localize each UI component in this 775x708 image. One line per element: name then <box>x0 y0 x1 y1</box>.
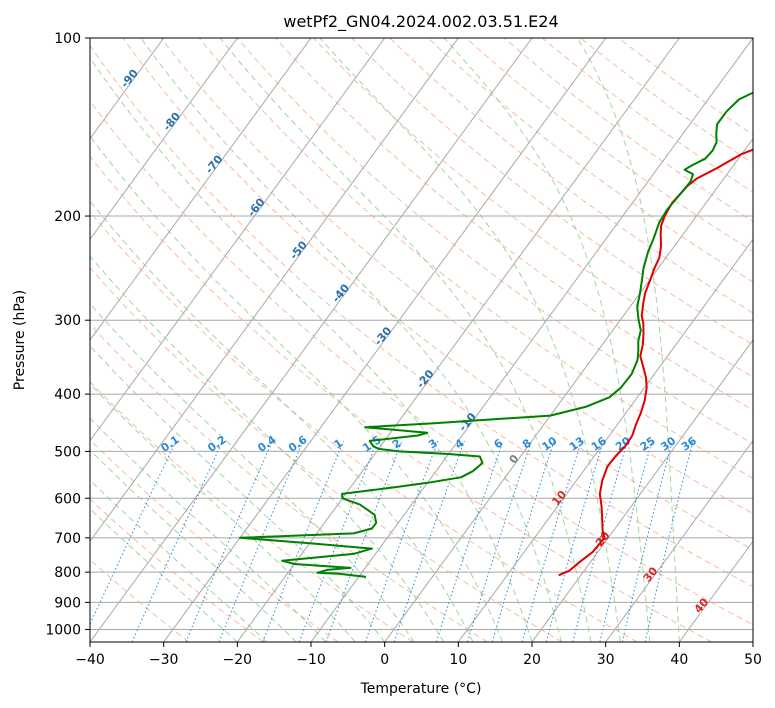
moist-adiabat-line <box>90 417 327 642</box>
dry-adiabat-line <box>465 38 753 253</box>
mixing-ratio-line <box>621 440 673 642</box>
dry-adiabat-line <box>427 38 753 283</box>
dry-adiabat-line <box>90 267 563 642</box>
mixing-ratio-line <box>572 440 628 642</box>
y-axis-label: Pressure (hPa) <box>12 290 28 390</box>
dry-adiabat-line <box>90 323 488 642</box>
dry-adiabat-line <box>90 155 712 642</box>
y-tick-label: 600 <box>54 491 81 507</box>
isotherm-line <box>90 38 533 642</box>
y-tick-label: 500 <box>54 444 81 460</box>
isotherm-line <box>90 38 312 341</box>
isotherm-line <box>90 38 459 543</box>
mixing-ratio-line <box>325 440 403 642</box>
y-tick-label: 700 <box>54 531 81 547</box>
moist-adiabat-line <box>90 383 356 642</box>
x-axis-label: Temperature (°C) <box>360 681 482 697</box>
mixing-ratio-line <box>644 440 694 642</box>
dry-adiabat-line <box>90 44 753 588</box>
isotherm-line <box>236 38 680 642</box>
dry-adiabat-line <box>90 498 264 642</box>
moist-adiabat-line <box>140 38 562 642</box>
moist-adiabat-line <box>90 449 297 642</box>
y-tick-label: 800 <box>54 565 81 581</box>
mixing-ratio-line <box>545 440 604 642</box>
mixing-ratio-line <box>435 440 504 642</box>
dry-adiabat-line <box>503 38 753 223</box>
y-tick-label: 400 <box>54 387 81 403</box>
mixing-ratio-line <box>131 440 224 642</box>
mixing-ratio-line <box>521 440 582 642</box>
chart-title: wetPf2_GN04.2024.002.03.51.E24 <box>283 12 558 32</box>
moist-adiabat-line <box>443 38 651 642</box>
y-tick-label: 300 <box>54 313 81 329</box>
isotherm-line <box>531 339 753 642</box>
x-tick-label: 30 <box>597 652 615 668</box>
moist-adiabat-line <box>319 38 621 642</box>
temperature-profile-line <box>558 148 753 577</box>
moist-adiabat-line <box>90 303 415 642</box>
y-axis: 100 200 300 400 500 600 700 800 900 1000 <box>45 31 90 638</box>
moist-adiabat-line <box>90 135 503 642</box>
dry-adiabats <box>90 38 753 642</box>
mixing-ratio-line <box>467 440 532 642</box>
isotherm-line <box>605 439 753 642</box>
y-tick-label: 900 <box>54 595 81 611</box>
x-axis: −40 −30 −20 −10 0 10 20 30 40 50 <box>75 642 762 668</box>
plot-area: -100-90-80-70-60-50-40-30-20-10010203040… <box>90 38 753 642</box>
mixing-ratio-line <box>491 440 555 642</box>
dry-adiabat-line <box>160 38 753 515</box>
dry-adiabat-line <box>122 38 753 551</box>
dry-adiabat-line <box>90 380 414 642</box>
moist-adiabats <box>90 38 680 642</box>
x-tick-label: 10 <box>449 652 467 668</box>
y-tick-label: 1000 <box>45 622 81 638</box>
moist-adiabat-line <box>90 479 268 642</box>
mixing-ratio-line <box>599 440 653 642</box>
isotherm-line <box>90 38 238 241</box>
dry-adiabat-line <box>275 38 753 411</box>
x-tick-label: −40 <box>75 652 105 668</box>
y-tick-label: 200 <box>54 209 81 225</box>
dry-adiabat-line <box>198 38 753 479</box>
plot-frame <box>89 37 754 643</box>
mixing-ratio-line <box>364 440 439 642</box>
isotherm-grid <box>90 38 753 642</box>
x-tick-label: −10 <box>296 652 326 668</box>
moist-adiabat-line <box>576 38 680 642</box>
sounding-profiles <box>238 91 753 578</box>
dry-adiabat-line <box>389 38 753 314</box>
x-tick-label: 50 <box>744 652 762 668</box>
mixing-ratio-line <box>185 440 273 642</box>
dry-adiabat-line <box>90 210 638 642</box>
isotherm-line <box>384 137 753 642</box>
y-tick-label: 100 <box>54 31 81 47</box>
mixing-ratio-lines <box>90 440 694 642</box>
x-tick-label: −30 <box>149 652 179 668</box>
moist-adiabat-line <box>219 38 592 642</box>
dry-adiabat-line <box>236 38 753 445</box>
moist-adiabat-line <box>90 56 533 642</box>
pressure-grid <box>90 38 753 630</box>
x-tick-label: 40 <box>670 652 688 668</box>
x-tick-label: 20 <box>523 652 541 668</box>
isotherm-line <box>163 38 607 642</box>
moist-adiabat-line <box>90 255 445 642</box>
dry-adiabat-line <box>90 100 753 626</box>
x-tick-label: −20 <box>223 652 253 668</box>
isotherm-line <box>90 38 386 442</box>
dewpoint-profile-line <box>238 91 753 578</box>
moist-adiabat-line <box>90 345 386 642</box>
moist-adiabat-line <box>90 508 238 642</box>
x-tick-label: 0 <box>380 652 389 668</box>
